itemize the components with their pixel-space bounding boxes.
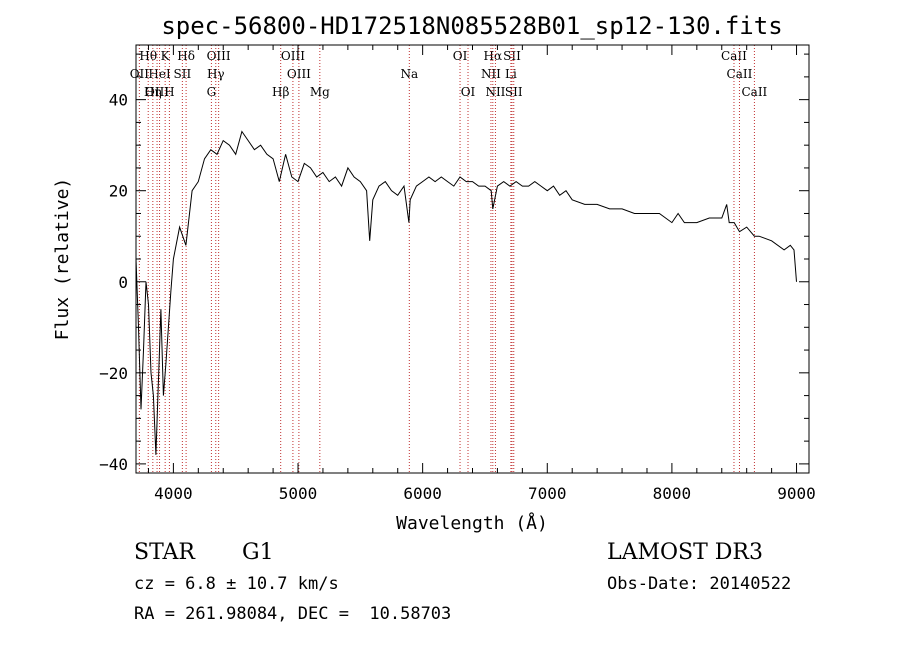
- survey-label: LAMOST DR3: [607, 540, 763, 565]
- spectral-line-label: Hβ: [272, 85, 289, 99]
- x-tick-label: 8000: [653, 484, 692, 503]
- x-tick-label: 7000: [528, 484, 567, 503]
- y-tick-label: 40: [109, 91, 128, 110]
- spectral-line-label: H: [164, 85, 174, 99]
- series-layer: [135, 130, 797, 455]
- spectral-line-label: Hγ: [207, 67, 225, 81]
- spectral-line-label: CaII: [727, 67, 753, 81]
- obs-date: Obs-Date: 20140522: [607, 574, 792, 594]
- x-tick-label: 4000: [154, 484, 193, 503]
- spectral-line-label: Hδ: [177, 49, 195, 63]
- y-tick-label: −40: [99, 455, 128, 474]
- spectral-line-label: CaII: [721, 49, 747, 63]
- spectral-line-label: NII: [481, 67, 501, 81]
- spectral-line-label: OIII: [287, 67, 311, 81]
- object-type: STAR: [134, 540, 195, 565]
- spectral-line-label: OII: [130, 67, 150, 81]
- axis-ticks: 4000 5000 6000 7000 8000 9000 −40 −20 0 20 40: [99, 45, 816, 503]
- y-tick-label: 20: [109, 182, 128, 201]
- spectral-line-label: SII: [503, 49, 521, 63]
- spectral-line-label: HeI: [148, 67, 171, 81]
- spectral-line-label: Li: [505, 67, 517, 81]
- spectral-line-label: Hθ: [139, 49, 157, 63]
- spectral-line-label: OIII: [281, 49, 305, 63]
- x-axis-label: Wavelength (Å): [396, 512, 548, 534]
- spectral-line-label: Na: [400, 67, 418, 81]
- plot-area-frame: [135, 44, 810, 474]
- y-tick-label: 0: [118, 273, 128, 292]
- object-subclass: G1: [242, 540, 274, 565]
- y-axis-label: Flux (relative): [52, 178, 73, 341]
- spectral-line-label: OI: [461, 85, 476, 99]
- spectrum-series-line: [135, 130, 797, 455]
- chart-title: spec-56800-HD172518N085528B01_sp12-130.f…: [161, 12, 782, 40]
- x-tick-label: 6000: [403, 484, 442, 503]
- x-tick-label: 9000: [777, 484, 816, 503]
- spectral-line-label: Hη: [144, 85, 162, 99]
- spectral-line-label: OI: [453, 49, 468, 63]
- coordinates-readout: RA = 261.98084, DEC = 10.58703: [134, 604, 452, 624]
- spectral-line-label: OIII: [145, 85, 169, 99]
- spectral-line-label: G: [207, 85, 217, 99]
- spectral-line-label: Hα: [484, 49, 503, 63]
- spectral-line-label: Mg: [310, 85, 330, 99]
- spectral-line-label: NII: [485, 85, 505, 99]
- y-tick-label: −20: [99, 364, 128, 383]
- spectral-line-label: CaII: [741, 85, 767, 99]
- spectral-line-label: K: [161, 49, 171, 63]
- spectral-line-label: SII: [174, 67, 192, 81]
- spectral-line-label: OIII: [207, 49, 231, 63]
- x-tick-label: 5000: [279, 484, 318, 503]
- spectral-line-label: SII: [505, 85, 523, 99]
- redshift-readout: cz = 6.8 ± 10.7 km/s: [134, 574, 339, 594]
